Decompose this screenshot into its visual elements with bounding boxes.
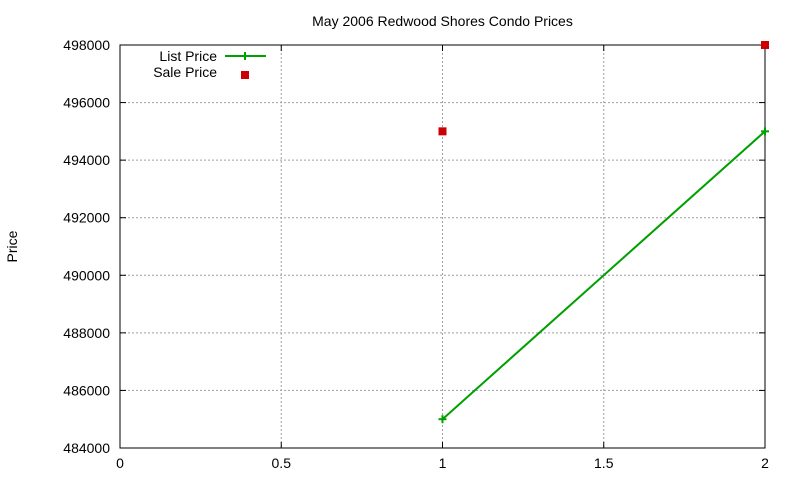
chart-title: May 2006 Redwood Shores Condo Prices <box>312 13 573 29</box>
series-line <box>441 130 766 420</box>
x-tick-label: 2 <box>761 455 769 471</box>
x-tick-label: 1 <box>439 455 447 471</box>
y-tick-label: 492000 <box>63 210 110 226</box>
data-point <box>438 127 447 136</box>
y-tick-label: 484000 <box>63 440 110 456</box>
y-tick-label: 494000 <box>63 152 110 168</box>
x-tick-label: 0 <box>116 455 124 471</box>
y-axis-label: Price <box>4 230 20 262</box>
y-tick-label: 490000 <box>63 267 110 283</box>
y-tick-label: 498000 <box>63 37 110 53</box>
data-point <box>761 127 769 136</box>
series-1 <box>438 41 769 136</box>
data-layer <box>438 41 769 424</box>
y-tick-label: 486000 <box>63 382 110 398</box>
data-point <box>761 41 769 49</box>
y-tick-label: 496000 <box>63 95 110 111</box>
grid-layer <box>120 45 765 448</box>
legend-marker <box>241 71 249 79</box>
x-tick-label: 1.5 <box>594 455 614 471</box>
data-point <box>438 415 447 424</box>
x-tick-label: 0.5 <box>272 455 292 471</box>
y-tick-label: 488000 <box>63 325 110 341</box>
legend-label: List Price <box>159 48 217 64</box>
legend-label: Sale Price <box>153 64 217 80</box>
legend-marker <box>241 52 249 60</box>
series-0 <box>438 127 769 424</box>
ticks-layer: 0 0.5 1 1.5 2 484000 486000 488000 490000 492000 4… <box>63 37 769 471</box>
